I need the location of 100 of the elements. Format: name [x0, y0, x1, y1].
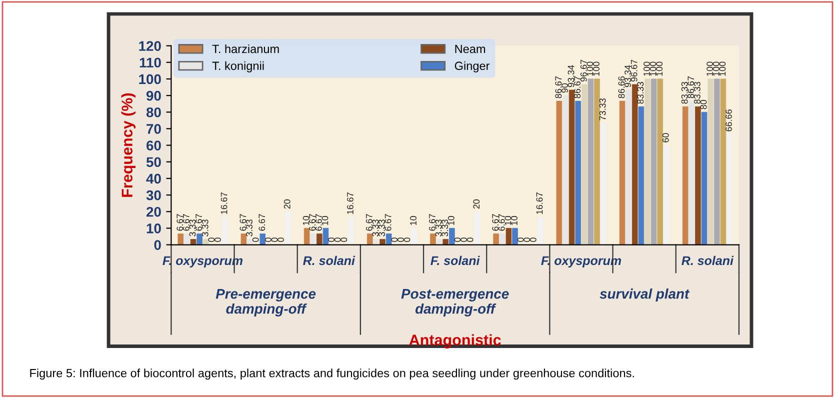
data-label: 0: [271, 238, 278, 242]
bar: [493, 234, 499, 245]
data-label: 100: [712, 62, 720, 76]
data-label: 3.33: [246, 220, 252, 236]
data-label: 90: [562, 83, 568, 93]
data-label: 16.67: [536, 192, 543, 214]
y-tick-label: 70: [146, 124, 161, 134]
data-label: 0: [460, 238, 467, 242]
bar: [512, 228, 518, 245]
data-label: 0: [397, 238, 404, 242]
x-tick-label: R. solani: [682, 256, 734, 266]
data-label: 0: [252, 238, 259, 242]
data-label: 100: [593, 62, 600, 76]
bar: [695, 106, 701, 245]
bar: [556, 100, 562, 245]
data-label: 3.33: [435, 220, 442, 236]
y-tick-label: 120: [139, 41, 161, 51]
bar: [588, 78, 594, 245]
bar: [582, 84, 588, 245]
bar: [474, 211, 480, 245]
data-label: 93.34: [624, 65, 631, 88]
data-label: 0: [466, 238, 474, 242]
data-label: 6.67: [309, 214, 316, 231]
data-label: 10: [511, 216, 518, 226]
bar: [626, 90, 632, 245]
data-label: 10: [504, 216, 512, 226]
data-label: 0: [278, 238, 284, 242]
data-label: 66.66: [726, 110, 732, 132]
data-label: 6.67: [176, 214, 184, 231]
data-label: 0: [340, 238, 348, 242]
bar: [304, 228, 310, 245]
data-label: 83.33: [694, 82, 700, 104]
data-label: 96.67: [580, 60, 587, 82]
y-tick-label: 40: [146, 174, 161, 184]
data-label: 86.67: [688, 76, 694, 98]
data-label: 0: [328, 238, 334, 242]
data-label: 86.67: [574, 76, 581, 98]
bar: [568, 90, 575, 245]
data-label: 3.33: [202, 220, 208, 236]
bar: [657, 78, 664, 245]
bar: [190, 239, 196, 245]
data-label: 6.67: [315, 214, 322, 231]
bar: [714, 78, 720, 245]
data-label: 96.67: [630, 60, 638, 82]
bar: [638, 106, 644, 245]
data-label: 86.66: [618, 76, 625, 98]
data-label: 10: [302, 216, 310, 226]
text: survival plant: [600, 288, 690, 302]
data-label: 83.33: [637, 82, 644, 104]
data-label: 3.33: [442, 220, 448, 236]
bar: [373, 239, 380, 245]
bar: [285, 211, 291, 245]
bar: [682, 106, 688, 245]
legend-label: Neam: [455, 44, 486, 54]
bar: [310, 234, 316, 245]
bar: [178, 234, 184, 245]
bar: [708, 78, 714, 245]
bar: [644, 78, 650, 245]
x-tick-label: F. solani: [430, 256, 480, 266]
data-label: 6.67: [240, 214, 246, 231]
y-tick-label: 90: [146, 90, 161, 101]
y-axis-title: Frequency (%): [121, 93, 136, 197]
data-label: 100: [656, 62, 663, 76]
bar: [701, 112, 708, 245]
data-label: 0: [334, 238, 341, 242]
data-label: 100: [650, 62, 656, 76]
data-label: 6.67: [384, 214, 392, 231]
y-tick-label: 100: [139, 74, 161, 84]
bar: [380, 239, 386, 245]
data-label: 16.67: [220, 192, 228, 214]
legend-label: Ginger: [454, 61, 490, 72]
data-label: 6.67: [492, 214, 499, 231]
data-label: 10: [322, 216, 328, 226]
data-label: 20: [473, 199, 480, 209]
data-label: 10: [410, 216, 416, 226]
legend-label: T. konignii: [212, 61, 264, 72]
data-label: 6.67: [429, 214, 436, 231]
bar: [664, 145, 670, 245]
bar: [720, 78, 726, 245]
bar: [537, 216, 544, 245]
bar: [688, 100, 695, 245]
y-tick-label: 0: [154, 240, 161, 250]
bar: [240, 234, 247, 245]
data-label: 93.34: [568, 65, 574, 88]
bar: [184, 234, 190, 245]
data-label: 6.67: [196, 214, 202, 231]
bar: [367, 234, 373, 245]
bar: [348, 216, 354, 245]
bar: [726, 134, 732, 245]
bar: [500, 234, 506, 245]
data-label: 0: [208, 238, 215, 242]
data-label: 6.67: [498, 214, 505, 231]
bar: [442, 239, 449, 245]
bar: [562, 95, 568, 245]
data-label: 20: [284, 199, 290, 209]
data-label: 100: [586, 62, 594, 76]
bar: [575, 100, 581, 245]
data-label: 0: [454, 238, 461, 242]
data-label: 0: [524, 238, 530, 242]
data-label: 0: [214, 238, 221, 242]
